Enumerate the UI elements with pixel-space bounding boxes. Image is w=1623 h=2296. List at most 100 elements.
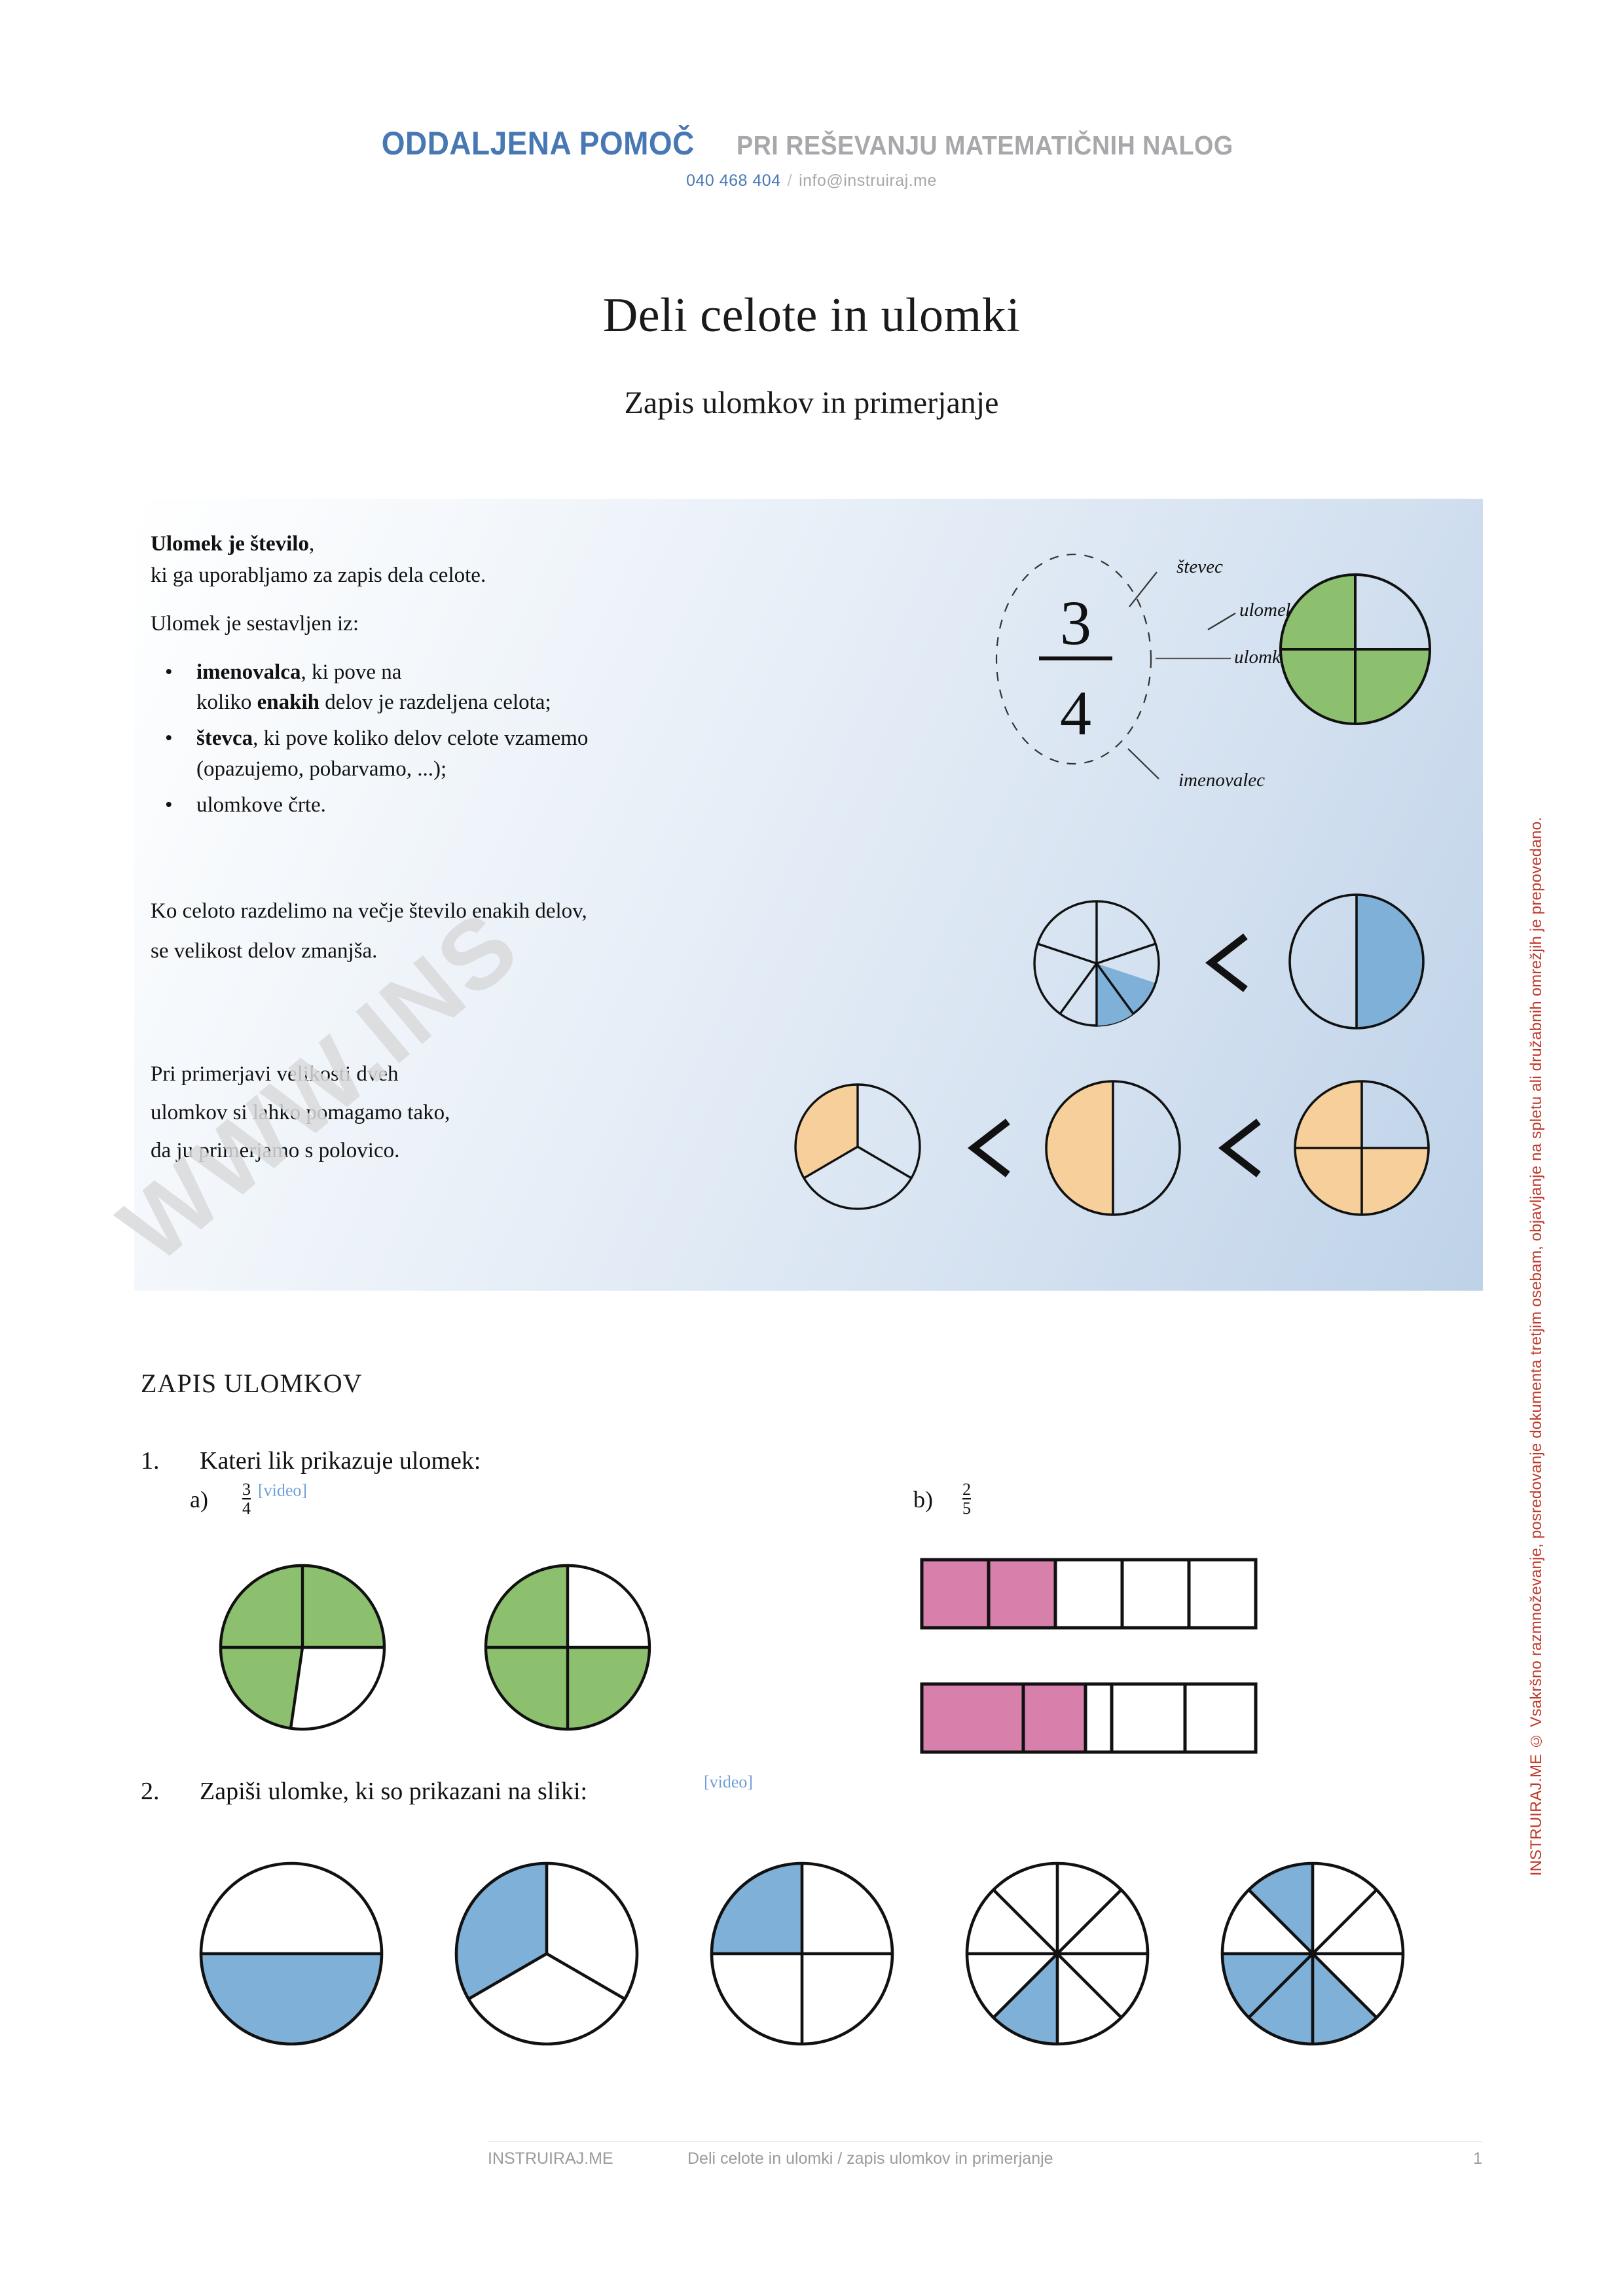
theory-composed-of: Ulomek je sestavljen iz:: [151, 612, 359, 636]
compare-row1-left-pie: [1033, 900, 1160, 1027]
task-1-text: Kateri lik prikazuje ulomek:: [200, 1447, 481, 1475]
bar-cell: [1183, 1682, 1258, 1754]
video-link-1a[interactable]: [video]: [258, 1480, 308, 1500]
pie-slice-shaded: [201, 1954, 382, 2044]
fraction-denominator: 4: [242, 1498, 251, 1518]
vertical-copyright-notice: INSTRUIRAJ.ME © Vsakršno razmnoževanje, …: [1527, 817, 1545, 1876]
theory-p2-line2: se velikost delov zmanjša.: [151, 939, 378, 963]
section-heading: ZAPIS ULOMKOV: [141, 1369, 363, 1398]
task2-circle-4-pie: [965, 1861, 1150, 2046]
footer-page-number: 1: [1473, 2149, 1482, 2168]
task2-circle-1-pie: [199, 1861, 384, 2046]
task2-circle-2-pie: [454, 1861, 639, 2046]
compare-row2-middle-pie: [1045, 1080, 1181, 1216]
dashed-ellipse: [995, 553, 1152, 765]
bullet-line2-post-1: delov je razdeljena celota;: [319, 691, 551, 715]
theory-p3-line1: Pri primerjavi velikosti dveh: [151, 1062, 399, 1086]
brand-secondary: PRI REŠEVANJU MATEMATIČNIH NALOG: [736, 130, 1233, 160]
task-1b-label: b): [913, 1486, 933, 1513]
footer-title: Deli celote in ulomki / zapis ulomkov in…: [687, 2149, 1053, 2168]
bullet-bold-2: števca: [196, 726, 253, 751]
theory-paragraph-3: Pri primerjavi velikosti dveh ulomkov si…: [151, 1055, 845, 1170]
compare-row1-right-pie: [1288, 893, 1425, 1030]
fraction-3-4: 3 4: [242, 1480, 251, 1518]
callout-numerator: števec: [1176, 556, 1223, 577]
contact-separator: /: [787, 171, 793, 190]
list-item: • imenovalca, ki pove na koliko enakih d…: [151, 657, 845, 719]
pie-slice-shaded: [1281, 575, 1355, 649]
fraction-denominator: 5: [962, 1498, 971, 1518]
bullet-line2-2: (opazujemo, pobarvamo, ...);: [196, 757, 447, 781]
pie-slice-shaded: [221, 1566, 302, 1647]
task-1-number: 1.: [141, 1447, 160, 1475]
fraction-2-5: 2 5: [962, 1480, 971, 1518]
pie-divider: [1095, 963, 1135, 1014]
bullet-line2-pre-1: koliko: [196, 691, 257, 715]
bullet-line2-bold-1: enakih: [257, 691, 319, 715]
pie-divider: [1037, 942, 1097, 965]
brand-header: ODDALJENA POMOČ PRI REŠEVANJU MATEMATIČNI…: [0, 124, 1623, 190]
pie-divider: [545, 1952, 626, 2000]
contact-line: 040 468 404 / info@instruiraj.me: [0, 171, 1623, 190]
pie-slice-shaded: [1295, 1081, 1362, 1148]
task2-circle-5-pie: [1220, 1861, 1405, 2046]
pie-divider: [857, 1145, 912, 1179]
fraction-numerator: 3: [242, 1480, 251, 1499]
bar-cell-shaded: [920, 1682, 1025, 1754]
fraction-numerator-glyph: 3: [1060, 588, 1091, 658]
bullet-rest-2: , ki pove koliko delov celote vzamemo: [253, 726, 589, 751]
bar-cell: [1053, 1558, 1124, 1630]
bullet-icon: •: [165, 660, 173, 684]
callout-denominator: imenovalec: [1178, 770, 1266, 791]
bullet-icon: •: [165, 726, 173, 751]
pie-divider: [467, 1952, 548, 2000]
task2-circle-3-pie: [710, 1861, 894, 2046]
list-item: • ulomkove črte.: [151, 790, 845, 821]
list-item: • števca, ki pove koliko delov celote vz…: [151, 723, 845, 785]
theory-p2-line1: Ko celoto razdelimo na večje število ena…: [151, 899, 587, 923]
pie-slice-shaded: [712, 1863, 802, 1954]
theory-lead: Ulomek je število, ki ga uporabljamo za …: [151, 528, 845, 591]
page-footer: INSTRUIRAJ.ME Deli celote in ulomki / za…: [488, 2149, 1482, 2182]
task-1b-fraction: 2 5: [961, 1480, 972, 1518]
bullet-rest-1: , ki pove na: [301, 660, 402, 684]
task-2-number: 2.: [141, 1778, 160, 1805]
pie-divider: [803, 1145, 858, 1179]
theory-box: Ulomek je število, ki ga uporabljamo za …: [134, 499, 1483, 1291]
video-link-2[interactable]: [video]: [704, 1772, 754, 1791]
fraction-anatomy-diagram: 3 4 števec ulomek ulomkova črta imenoval…: [966, 531, 1463, 793]
pie-divider: [1247, 1888, 1378, 2019]
bar-cell: [1084, 1682, 1114, 1754]
fraction-numerator: 2: [962, 1480, 971, 1499]
pie-slice-shaded: [1097, 963, 1133, 1026]
task1a-right-pie: [484, 1564, 651, 1731]
bar-cell: [1120, 1558, 1191, 1630]
bullet-bold-1: imenovalca: [196, 660, 301, 684]
page-title: Deli celote in ulomki: [602, 289, 1021, 342]
pie-slice-shaded: [1222, 1954, 1313, 2018]
callout-fraction: ulomek: [1239, 600, 1294, 620]
bar-cell-shaded: [1021, 1682, 1087, 1754]
email-address[interactable]: info@instruiraj.me: [799, 171, 937, 190]
task1b-top-bar: [920, 1558, 1258, 1630]
phone-number[interactable]: 040 468 404: [686, 171, 781, 190]
pie-slice-shaded: [993, 1954, 1057, 2045]
page-subtitle: Zapis ulomkov in primerjanje: [624, 386, 999, 420]
pie-divider: [992, 1888, 1123, 2019]
theory-text-block: Ulomek je število, ki ga uporabljamo za …: [151, 528, 845, 826]
leader-line-fraction: [1207, 613, 1236, 630]
task-1a-fraction: 3 4 [video]: [241, 1480, 307, 1518]
bar-cell: [1110, 1682, 1187, 1754]
theory-lead-rest: ,: [308, 532, 315, 556]
theory-green-three-quarters-pie: [1279, 573, 1431, 725]
less-than-sign-row1: [1205, 933, 1248, 992]
pie-divider: [289, 1647, 304, 1729]
bar-cell-shaded: [987, 1558, 1057, 1630]
task1a-left-pie: [219, 1564, 386, 1731]
pie-slice-shaded: [486, 1566, 568, 1647]
pie-divider: [1096, 942, 1156, 965]
theory-lead-line2: ki ga uporabljamo za zapis dela celote.: [151, 564, 486, 588]
pie-slice-shaded: [456, 1863, 547, 1999]
theory-lead-bold: Ulomek je število: [151, 532, 309, 556]
